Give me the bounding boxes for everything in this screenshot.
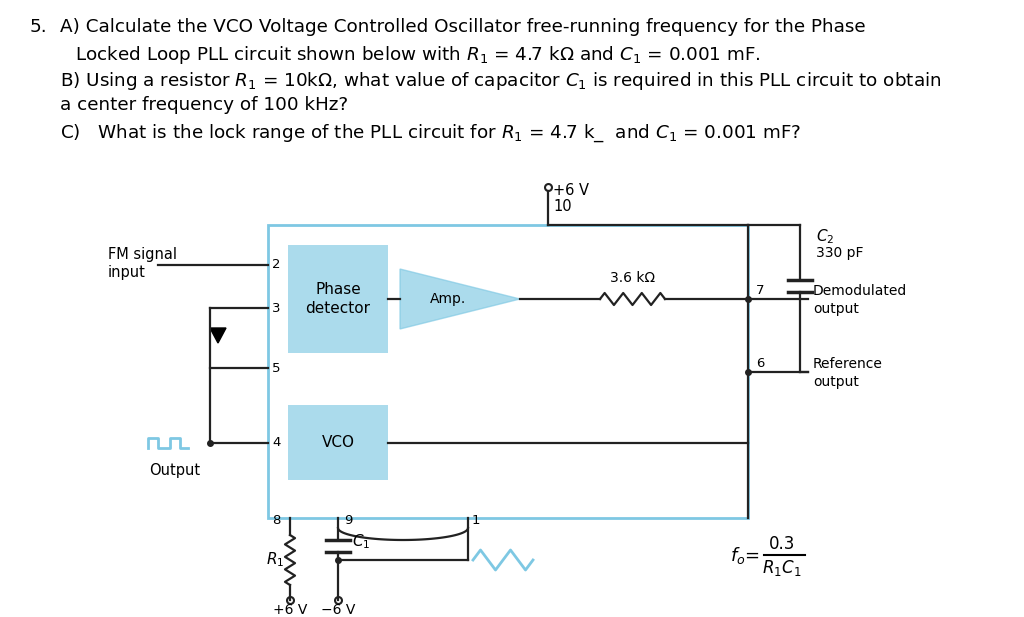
- Bar: [288, 405, 388, 480]
- Text: Demodulated: Demodulated: [813, 284, 907, 298]
- Text: output: output: [813, 302, 859, 316]
- Bar: [268, 225, 748, 518]
- Text: $R_1C_1$: $R_1C_1$: [762, 558, 802, 578]
- Text: output: output: [813, 375, 859, 389]
- Text: 0.3: 0.3: [769, 535, 796, 553]
- Text: $C_2$: $C_2$: [816, 228, 835, 246]
- Text: VCO: VCO: [322, 435, 354, 450]
- Text: 6: 6: [756, 357, 764, 370]
- Text: A) Calculate the VCO Voltage Controlled Oscillator free-running frequency for th: A) Calculate the VCO Voltage Controlled …: [60, 18, 865, 36]
- Text: 7: 7: [756, 284, 765, 297]
- Text: Output: Output: [150, 463, 201, 478]
- Text: 5: 5: [272, 362, 281, 375]
- Text: B) Using a resistor $R_1$ = 10k$\Omega$, what value of capacitor $C_1$ is requir: B) Using a resistor $R_1$ = 10k$\Omega$,…: [60, 70, 941, 92]
- Text: 1: 1: [472, 514, 480, 527]
- Text: 5.: 5.: [30, 18, 48, 36]
- Text: Phase
detector: Phase detector: [305, 281, 371, 317]
- Text: $f_o$=: $f_o$=: [730, 544, 762, 566]
- Text: a center frequency of 100 kHz?: a center frequency of 100 kHz?: [60, 96, 348, 114]
- Text: 330 pF: 330 pF: [816, 246, 863, 260]
- Text: 8: 8: [272, 514, 281, 527]
- Polygon shape: [400, 269, 520, 329]
- Bar: [288, 245, 388, 353]
- Text: $R_1$: $R_1$: [265, 550, 284, 569]
- Text: FM signal: FM signal: [108, 247, 177, 262]
- Polygon shape: [210, 328, 226, 343]
- Text: Locked Loop PLL circuit shown below with $R_1$ = 4.7 k$\Omega$ and $C_1$ = 0.001: Locked Loop PLL circuit shown below with…: [75, 44, 761, 66]
- Text: $C_1$: $C_1$: [352, 532, 371, 552]
- Text: 10: 10: [553, 199, 571, 214]
- Text: Reference: Reference: [813, 357, 883, 371]
- Text: 4: 4: [272, 436, 281, 450]
- Text: 9: 9: [344, 514, 352, 527]
- Text: Amp.: Amp.: [429, 292, 466, 306]
- Text: 2: 2: [272, 259, 281, 271]
- Text: +6 V: +6 V: [272, 603, 307, 617]
- Text: 3.6 kΩ: 3.6 kΩ: [610, 271, 655, 285]
- Text: −6 V: −6 V: [321, 603, 355, 617]
- Text: +6 V: +6 V: [553, 183, 589, 198]
- Text: input: input: [108, 265, 145, 280]
- Text: 3: 3: [272, 302, 281, 315]
- Text: C)   What is the lock range of the PLL circuit for $R_1$ = 4.7 k_  and $C_1$ = 0: C) What is the lock range of the PLL cir…: [60, 122, 801, 144]
